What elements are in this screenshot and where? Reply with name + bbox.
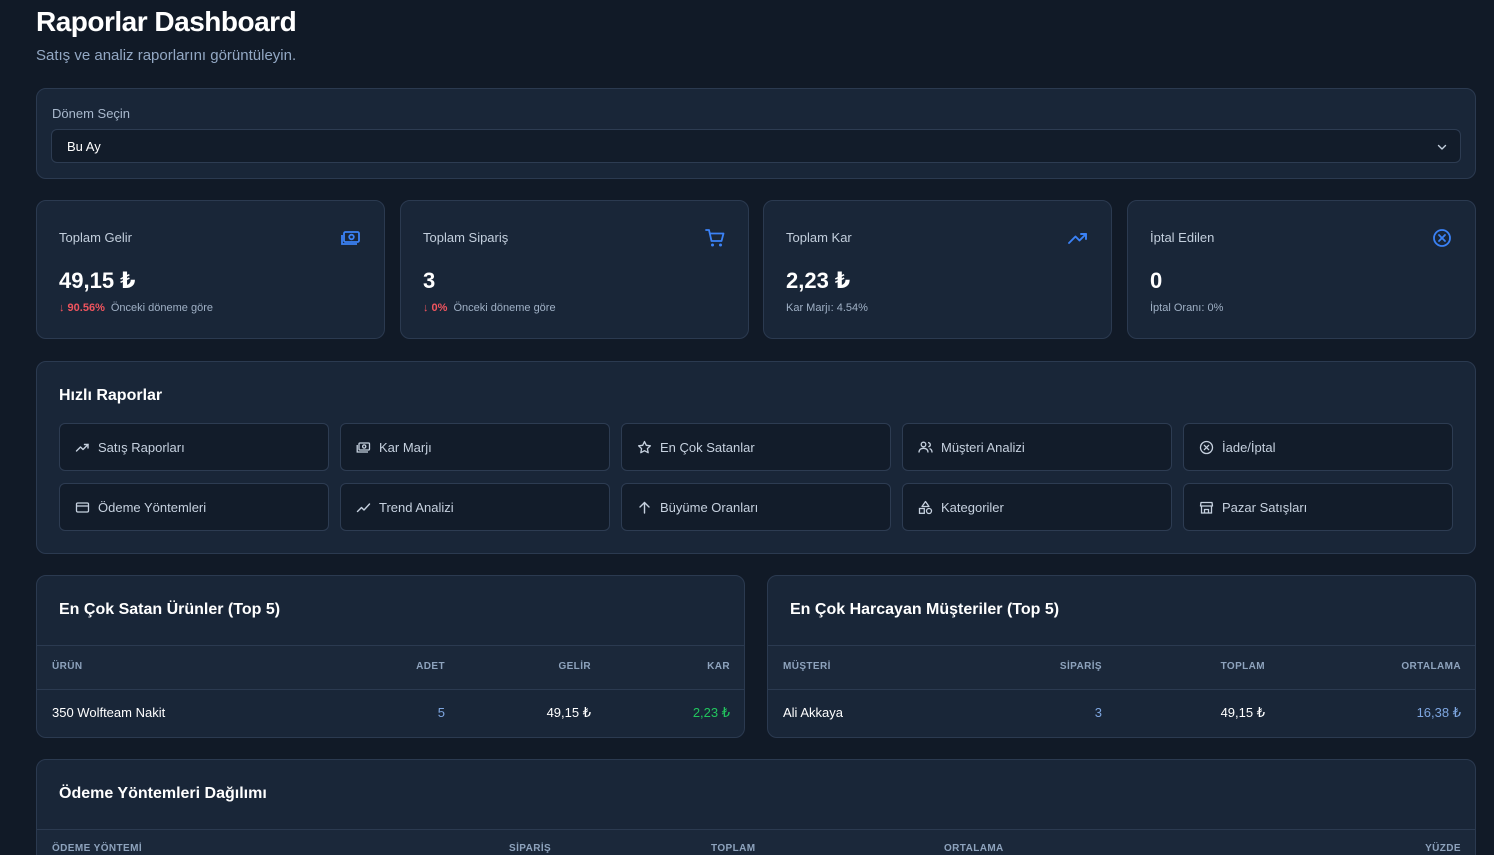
product-revenue: 49,15 ₺ <box>546 705 591 720</box>
period-label: Dönem Seçin <box>52 106 131 121</box>
quick-report-bestsellers[interactable]: En Çok Satanlar <box>621 423 891 471</box>
top-customers-title: En Çok Harcayan Müşteriler (Top 5) <box>790 601 1060 618</box>
stat-title: Toplam Kar <box>786 230 852 245</box>
column-header: TOPLAM <box>1220 661 1265 672</box>
arrow-up-icon <box>639 501 650 514</box>
quick-report-label: En Çok Satanlar <box>660 440 755 455</box>
column-header: ADET <box>416 661 445 672</box>
column-header: TOPLAM <box>711 843 756 854</box>
period-card: Dönem Seçin Bu Ay <box>36 88 1476 179</box>
trending-up-icon <box>75 443 89 452</box>
customer-average: 16,38 ₺ <box>1416 705 1461 720</box>
period-select[interactable]: Bu Ay <box>51 129 1461 163</box>
quick-report-margin[interactable]: Kar Marjı <box>340 423 610 471</box>
quick-report-label: Trend Analizi <box>379 500 454 515</box>
quick-report-label: Satış Raporları <box>98 440 185 455</box>
stat-card-cancelled: İptal Edilen 0 İptal Oranı: 0% <box>1127 200 1476 339</box>
stat-title: Toplam Sipariş <box>423 230 509 245</box>
stat-change: ↓ 90.56% <box>59 302 105 314</box>
column-header: GELİR <box>558 661 591 672</box>
period-select-value: Bu Ay <box>67 139 101 154</box>
stat-note: İptal Oranı: 0% <box>1150 302 1224 314</box>
table-header: ÜRÜN ADET GELİR KAR <box>37 645 744 690</box>
quick-report-trend[interactable]: Trend Analizi <box>340 483 610 531</box>
column-header: KAR <box>707 661 730 672</box>
quick-report-label: Kar Marjı <box>379 440 432 455</box>
customer-name: Ali Akkaya <box>783 705 843 720</box>
payment-methods-card: Ödeme Yöntemleri Dağılımı ÖDEME YÖNTEMİ … <box>36 759 1476 855</box>
stat-note: Kar Marjı: 4.54% <box>786 302 868 314</box>
quick-report-label: Büyüme Oranları <box>660 500 759 515</box>
quick-report-label: İade/İptal <box>1222 440 1276 455</box>
store-icon <box>1199 501 1214 514</box>
quick-report-payment-methods[interactable]: Ödeme Yöntemleri <box>59 483 329 531</box>
quick-report-label: Pazar Satışları <box>1222 500 1308 515</box>
customer-orders: 3 <box>1094 705 1102 720</box>
quick-report-sales[interactable]: Satış Raporları <box>59 423 329 471</box>
x-circle-icon <box>1199 440 1214 455</box>
quick-report-label: Müşteri Analizi <box>941 440 1025 455</box>
product-name: 350 Wolfteam Nakit <box>52 705 166 720</box>
money-icon <box>356 442 371 453</box>
stat-title: Toplam Gelir <box>59 230 132 245</box>
top-products-card: En Çok Satan Ürünler (Top 5) ÜRÜN ADET G… <box>36 575 745 738</box>
column-header: ORTALAMA <box>1401 661 1461 672</box>
customer-total: 49,15 ₺ <box>1220 705 1265 720</box>
stat-footer: ↓ 0% Önceki döneme göre <box>423 302 556 314</box>
column-header: ÜRÜN <box>52 661 83 672</box>
column-header: MÜŞTERİ <box>783 661 831 672</box>
column-header: SİPARİŞ <box>509 843 552 854</box>
credit-card-icon <box>75 502 90 513</box>
stat-footer: ↓ 90.56% Önceki döneme göre <box>59 302 213 314</box>
stat-card-revenue: Toplam Gelir 49,15 ₺ ↓ 90.56% Önceki döne… <box>36 200 385 339</box>
users-icon <box>918 441 933 453</box>
page-title: Raporlar Dashboard <box>36 6 297 37</box>
money-icon <box>341 231 360 245</box>
stat-footer: İptal Oranı: 0% <box>1150 302 1223 314</box>
table-header: MÜŞTERİ SİPARİŞ TOPLAM ORTALAMA <box>768 645 1475 690</box>
stat-value: 2,23 ₺ <box>786 268 851 293</box>
quick-reports-card: Hızlı Raporlar Satış Raporları Kar Marjı… <box>36 361 1476 554</box>
stat-title: İptal Edilen <box>1150 230 1215 245</box>
stat-value: 3 <box>423 268 436 293</box>
quick-report-categories[interactable]: Kategoriler <box>902 483 1172 531</box>
quick-report-customers[interactable]: Müşteri Analizi <box>902 423 1172 471</box>
top-products-title: En Çok Satan Ürünler (Top 5) <box>59 601 281 618</box>
column-header: SİPARİŞ <box>1059 661 1102 672</box>
trend-icon <box>356 503 371 513</box>
cart-icon <box>705 229 725 247</box>
product-qty: 5 <box>437 705 445 720</box>
quick-report-growth[interactable]: Büyüme Oranları <box>621 483 891 531</box>
stat-value: 49,15 ₺ <box>59 268 136 293</box>
stat-card-orders: Toplam Sipariş 3 ↓ 0% Önceki döneme göre <box>400 200 749 339</box>
column-header: ORTALAMA <box>944 843 1004 854</box>
table-header: ÖDEME YÖNTEMİ SİPARİŞ TOPLAM ORTALAMA YÜ… <box>37 829 1475 855</box>
quick-report-label: Ödeme Yöntemleri <box>98 500 207 515</box>
stat-note: Önceki döneme göre <box>110 302 213 314</box>
stat-card-profit: Toplam Kar 2,23 ₺ Kar Marjı: 4.54% <box>763 200 1112 339</box>
star-icon <box>637 440 652 454</box>
trending-up-icon <box>1068 233 1087 244</box>
column-header: ÖDEME YÖNTEMİ <box>52 843 143 854</box>
stat-value: 0 <box>1150 268 1163 293</box>
quick-report-marketplace[interactable]: Pazar Satışları <box>1183 483 1453 531</box>
column-header: YÜZDE <box>1425 843 1461 854</box>
quick-reports-title: Hızlı Raporlar <box>59 387 163 404</box>
payment-methods-title: Ödeme Yöntemleri Dağılımı <box>59 785 267 802</box>
chevron-down-icon <box>1437 144 1447 150</box>
top-customers-card: En Çok Harcayan Müşteriler (Top 5) MÜŞTE… <box>767 575 1476 738</box>
quick-report-returns[interactable]: İade/İptal <box>1183 423 1453 471</box>
product-profit: 2,23 ₺ <box>692 705 730 720</box>
x-circle-icon <box>1433 229 1451 247</box>
stat-note: Önceki döneme göre <box>453 302 556 314</box>
quick-report-label: Kategoriler <box>941 500 1004 515</box>
stat-footer: Kar Marjı: 4.54% <box>786 302 868 314</box>
stat-change: ↓ 0% <box>423 302 448 314</box>
shapes-icon <box>918 500 933 515</box>
page-subtitle: Satış ve analiz raporlarını görüntüleyin… <box>36 47 297 64</box>
